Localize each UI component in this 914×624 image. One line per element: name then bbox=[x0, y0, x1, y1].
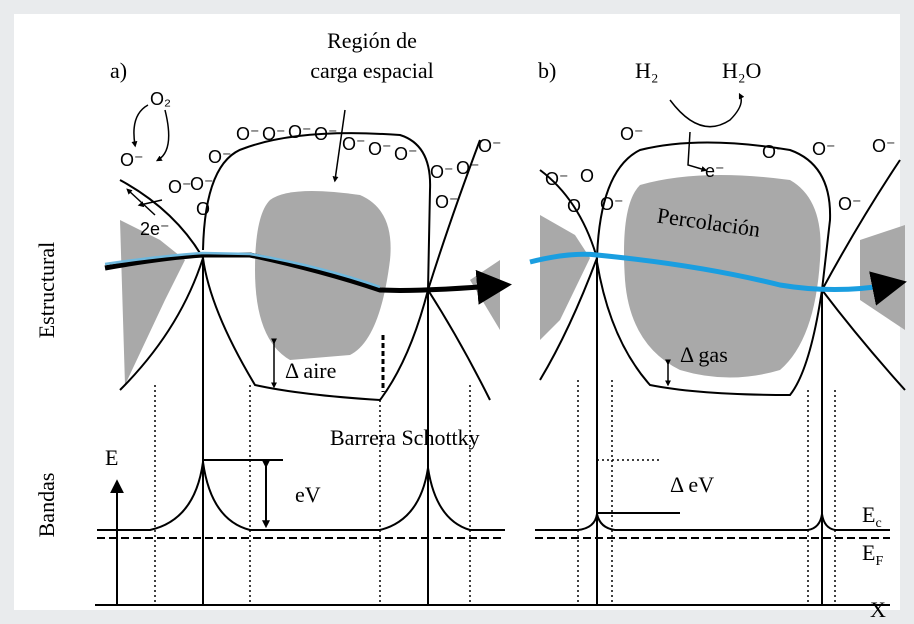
diagram: Región de carga espacial a) b) O₂ H₂ H₂O… bbox=[0, 0, 914, 624]
delta-air: Δ aire bbox=[285, 358, 336, 383]
ion: O⁻ bbox=[120, 150, 144, 170]
ion: O⁻ bbox=[872, 136, 896, 156]
ion: O⁻ bbox=[620, 124, 644, 144]
region-label: Región de bbox=[327, 28, 417, 53]
panel-label: b) bbox=[538, 58, 556, 83]
ion: O⁻ bbox=[190, 174, 214, 194]
side-label: Estructural bbox=[34, 242, 59, 339]
ion: O bbox=[196, 199, 210, 219]
ion: O⁻ bbox=[236, 124, 260, 144]
ion: O⁻ bbox=[394, 144, 418, 164]
ev-label: eV bbox=[295, 482, 321, 507]
electron: 2e⁻ bbox=[140, 219, 170, 239]
ion: O⁻ bbox=[812, 139, 836, 159]
ion: O⁻ bbox=[456, 158, 480, 178]
ion: O⁻ bbox=[262, 124, 286, 144]
ion: O⁻ bbox=[208, 147, 232, 167]
ion: O⁻ bbox=[342, 134, 366, 154]
delta-ev-label: Δ eV bbox=[670, 472, 714, 497]
x-axis-label: X bbox=[870, 597, 886, 622]
schottky-label: Barrera Schottky bbox=[330, 425, 480, 450]
electron: e⁻ bbox=[705, 161, 725, 181]
ion: O⁻ bbox=[288, 122, 312, 142]
ion: O⁻ bbox=[314, 124, 338, 144]
region-label: carga espacial bbox=[310, 58, 434, 83]
ion: O⁻ bbox=[545, 169, 569, 189]
delta-gas: Δ gas bbox=[680, 342, 728, 367]
energy-axis-label: E bbox=[105, 445, 118, 470]
ion: O⁻ bbox=[478, 136, 502, 156]
ion: O⁻ bbox=[430, 162, 454, 182]
ion: O⁻ bbox=[600, 194, 624, 214]
ion: O⁻ bbox=[762, 142, 786, 162]
molecule: H₂ bbox=[635, 58, 659, 83]
ion: O bbox=[580, 166, 594, 186]
side-label: Bandas bbox=[34, 473, 59, 538]
molecule: O₂ bbox=[150, 89, 171, 109]
ion: O⁻ bbox=[168, 177, 192, 197]
ion: O bbox=[567, 196, 581, 216]
panel-label: a) bbox=[110, 58, 127, 83]
molecule: H₂O bbox=[722, 58, 761, 83]
ion: O⁻ bbox=[368, 139, 392, 159]
ion: O⁻ bbox=[435, 192, 459, 212]
ion: O⁻ bbox=[838, 194, 862, 214]
